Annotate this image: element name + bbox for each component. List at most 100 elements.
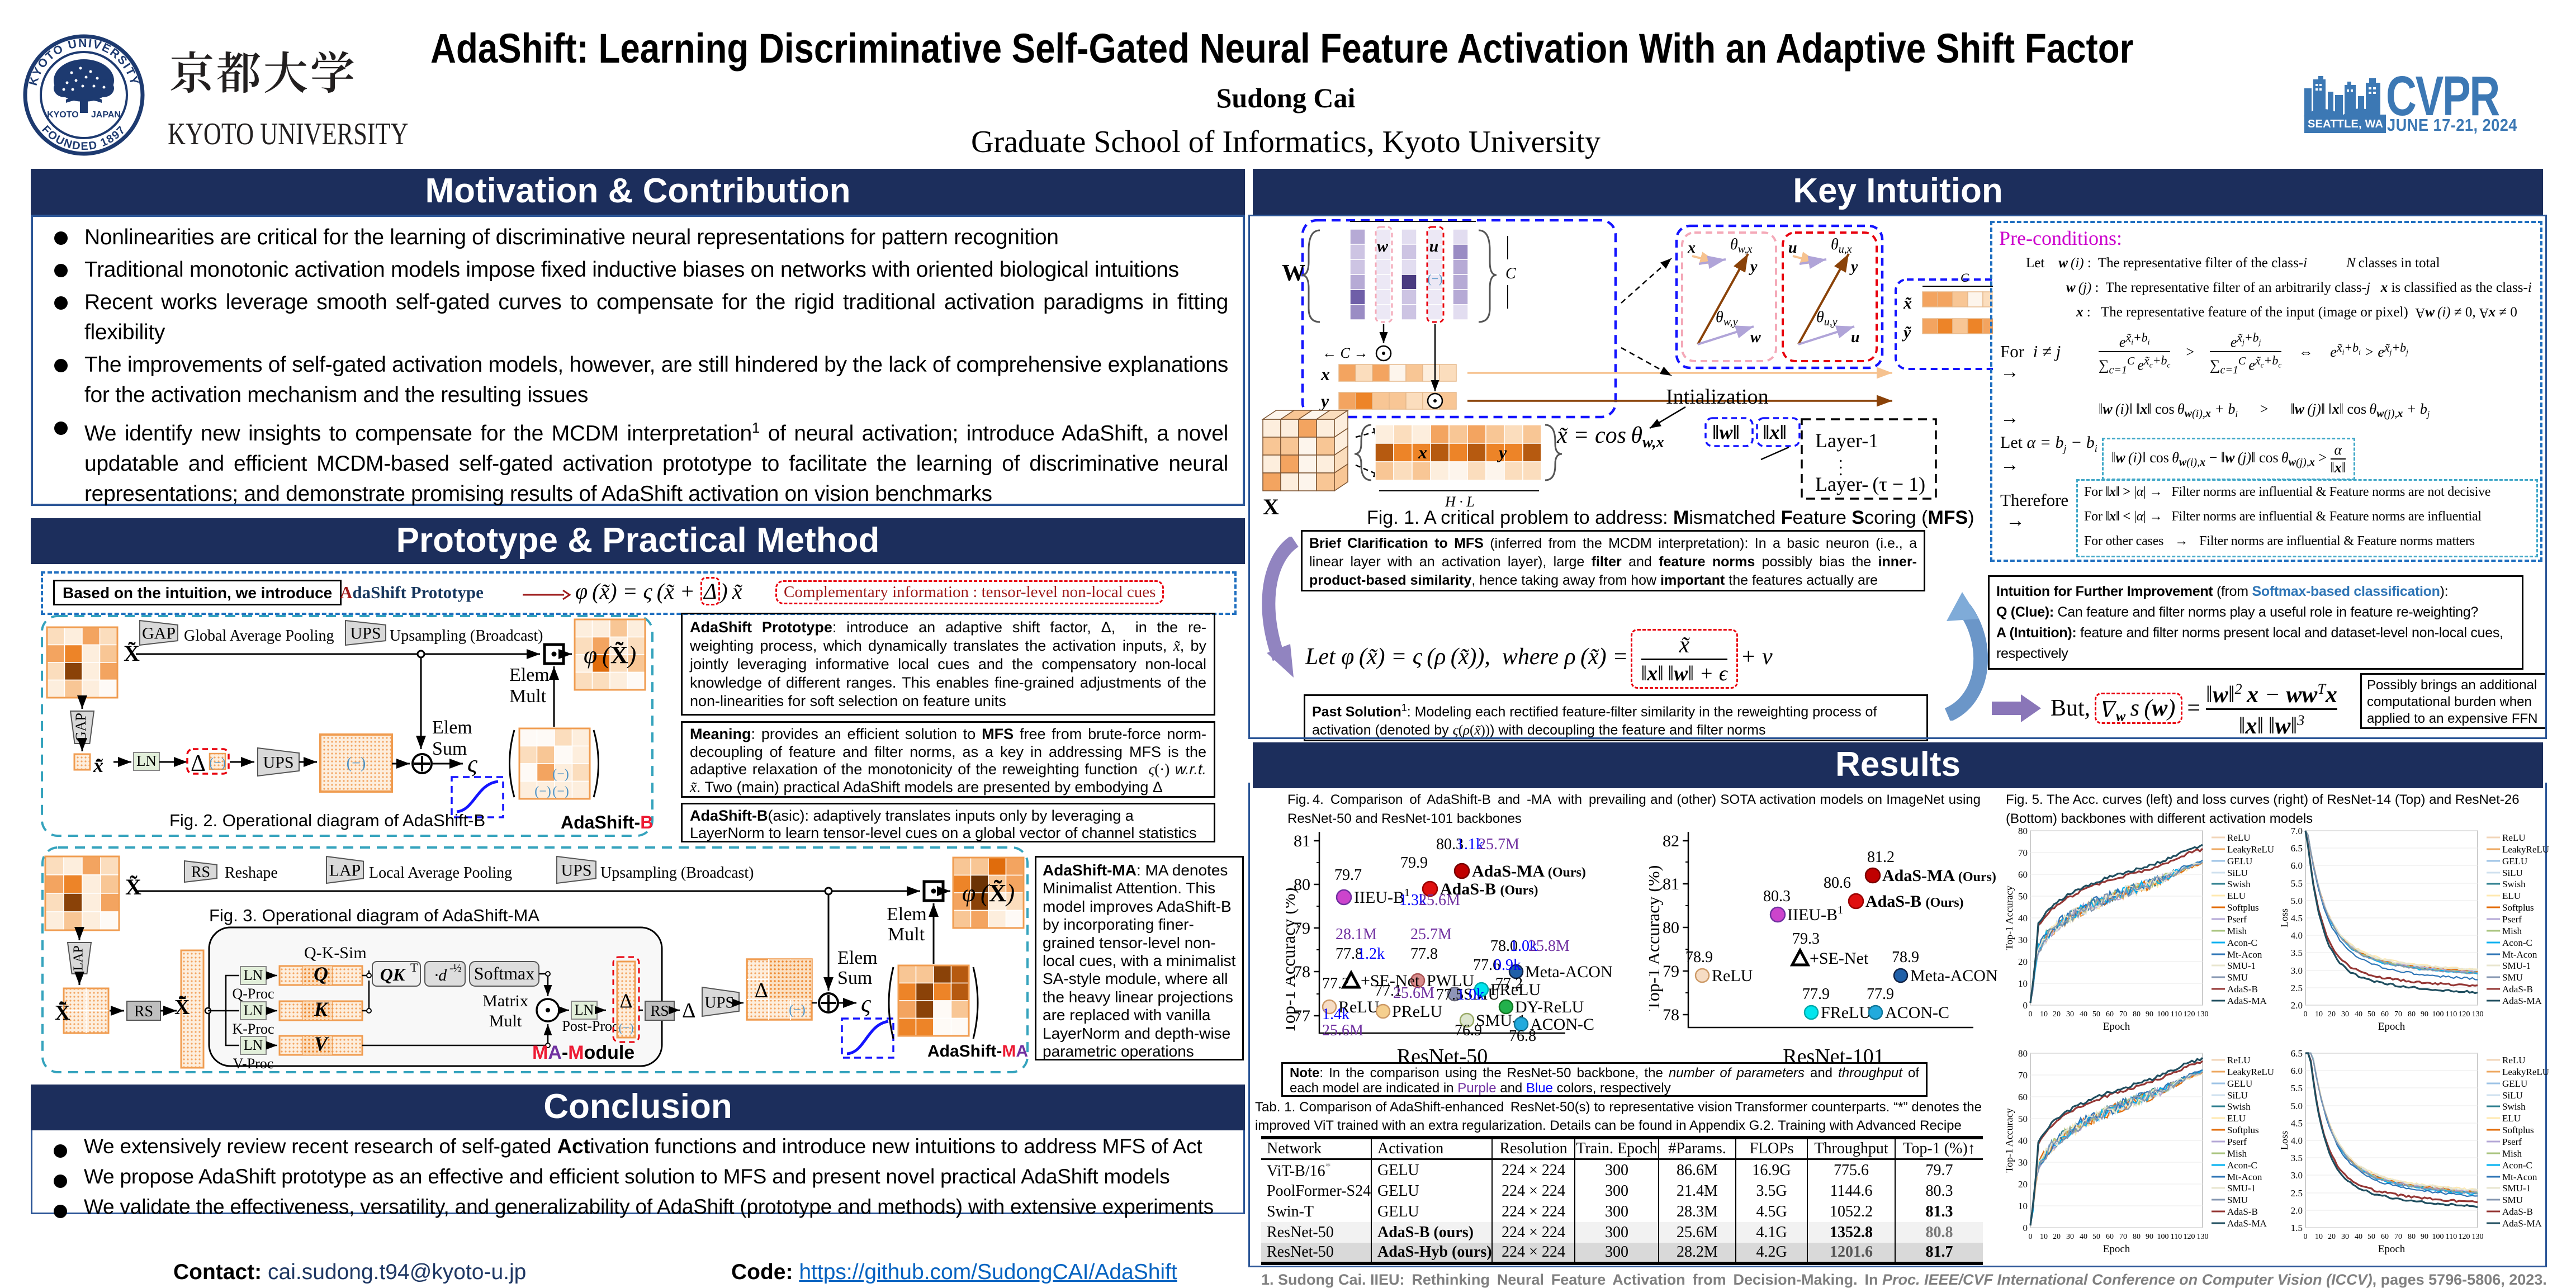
svg-text:130: 130	[2197, 1233, 2209, 1241]
svg-text:IIEU-B1: IIEU-B1	[1354, 887, 1410, 907]
svg-text:Mult: Mult	[489, 1012, 522, 1030]
svg-text:w: w	[1750, 329, 1761, 346]
svg-text:81.2: 81.2	[1867, 849, 1895, 866]
svg-text:LeakyReLU: LeakyReLU	[2227, 844, 2274, 855]
svg-text:77.2: 77.2	[1495, 975, 1523, 992]
svg-text:110: 110	[2446, 1233, 2457, 1241]
svg-text:ReLU: ReLU	[1712, 967, 1753, 985]
svg-text:LN: LN	[244, 1037, 263, 1053]
svg-text:x: x	[1687, 239, 1696, 257]
svg-text:y: y	[1849, 258, 1858, 276]
svg-text:V: V	[314, 1033, 329, 1055]
svg-text:120: 120	[2184, 1233, 2195, 1241]
svg-text:PWLU: PWLU	[1427, 972, 1474, 990]
svg-text:25.8M: 25.8M	[1528, 937, 1570, 955]
svg-text:30: 30	[2341, 1233, 2349, 1241]
svg-text:Elem: Elem	[887, 904, 927, 925]
svg-text:Meta-ACON: Meta-ACON	[1525, 963, 1613, 981]
svg-text:UPS: UPS	[704, 994, 734, 1012]
svg-text:ResNet-101: ResNet-101	[1783, 1045, 1884, 1068]
svg-text:4.0: 4.0	[2291, 1135, 2303, 1146]
svg-text:50: 50	[2018, 891, 2028, 902]
svg-text:AdaShift-MA: AdaShift-MA	[927, 1042, 1028, 1060]
svg-text:Elem: Elem	[837, 948, 878, 968]
svg-text:GAP: GAP	[142, 624, 176, 643]
svg-text:SMU-1: SMU-1	[2502, 1183, 2531, 1194]
svg-text:70: 70	[2394, 1010, 2402, 1019]
svg-text:W: W	[1282, 261, 1305, 286]
svg-text:CVPR: CVPR	[2386, 72, 2499, 127]
svg-text:FReLU: FReLU	[1821, 1003, 1871, 1022]
svg-text:25.6M: 25.6M	[1419, 892, 1460, 909]
svg-text:Mish: Mish	[2227, 926, 2247, 936]
svg-text:H · L: H · L	[1445, 494, 1475, 510]
svg-text:130: 130	[2472, 1010, 2484, 1019]
svg-text:4.0: 4.0	[2291, 930, 2303, 941]
svg-text:77.8: 77.8	[1410, 945, 1438, 963]
svg-text:UPS: UPS	[561, 861, 591, 880]
svg-text:81: 81	[1294, 832, 1310, 850]
svg-text:79.3: 79.3	[1792, 930, 1820, 948]
svg-text:77.9: 77.9	[1802, 986, 1830, 1003]
svg-text:100: 100	[2157, 1233, 2169, 1241]
svg-text:GELU: GELU	[2227, 856, 2252, 866]
svg-text:ReLU: ReLU	[2227, 832, 2251, 843]
svg-text:25.7M: 25.7M	[1478, 836, 1519, 853]
svg-text:Acon-C: Acon-C	[2227, 1160, 2257, 1171]
svg-text:Δ: Δ	[755, 979, 768, 1002]
svg-text:Pserf: Pserf	[2227, 914, 2247, 925]
svg-text:GAP: GAP	[73, 713, 89, 742]
svg-text:V-Proc: V-Proc	[233, 1055, 274, 1072]
svg-text:RS: RS	[191, 864, 210, 881]
svg-text:MA-Module: MA-Module	[532, 1042, 634, 1063]
svg-text:JUNE 17-21, 2024: JUNE 17-21, 2024	[2387, 116, 2517, 135]
svg-text:78: 78	[1294, 963, 1310, 981]
svg-text:20: 20	[2018, 1179, 2028, 1190]
svg-text:1.3k: 1.3k	[1399, 892, 1427, 909]
svg-text:+SE-Net: +SE-Net	[1361, 972, 1420, 990]
svg-text:0: 0	[2023, 1000, 2028, 1011]
svg-text:LAP: LAP	[329, 861, 361, 880]
svg-text:110: 110	[2171, 1233, 2182, 1241]
svg-text:28.1M: 28.1M	[1336, 926, 1377, 943]
svg-text:Swish: Swish	[2502, 1101, 2526, 1112]
svg-text:7.0: 7.0	[2291, 826, 2303, 836]
svg-text:0.9k: 0.9k	[1494, 956, 1521, 974]
svg-text:40: 40	[2018, 1135, 2028, 1146]
svg-text:Softplus: Softplus	[2227, 902, 2259, 913]
svg-text:(−): (−)	[347, 755, 366, 772]
svg-text:10: 10	[2315, 1233, 2323, 1241]
svg-text:Mult: Mult	[888, 924, 925, 945]
svg-text:40: 40	[2355, 1010, 2362, 1019]
svg-text:10: 10	[2040, 1010, 2048, 1019]
svg-text:20: 20	[2018, 956, 2028, 967]
svg-text:AdaS-MA (Ours): AdaS-MA (Ours)	[1882, 866, 1996, 885]
svg-text:UPS: UPS	[263, 754, 293, 772]
svg-text:5.0: 5.0	[2291, 896, 2303, 906]
svg-text:(−): (−)	[789, 1003, 806, 1017]
svg-text:100: 100	[2432, 1233, 2444, 1241]
svg-text:SMU-1: SMU-1	[2227, 1183, 2256, 1194]
svg-text:90: 90	[2421, 1010, 2428, 1019]
svg-text:60: 60	[2381, 1010, 2389, 1019]
svg-text:Epoch: Epoch	[2378, 1243, 2405, 1255]
svg-text:Elem: Elem	[509, 665, 550, 685]
svg-text:Swish: Swish	[2502, 879, 2526, 889]
svg-text:Pserf: Pserf	[2227, 1137, 2247, 1147]
svg-text:SMU-1: SMU-1	[2227, 960, 2256, 971]
svg-text:120: 120	[2459, 1010, 2470, 1019]
svg-text:SMU: SMU	[2227, 972, 2248, 983]
svg-text:60: 60	[2106, 1233, 2114, 1241]
svg-text:SMU: SMU	[2502, 1195, 2523, 1205]
svg-text:3.5: 3.5	[2291, 1153, 2303, 1163]
svg-text:x̃: x̃	[1903, 294, 1912, 312]
svg-text:70: 70	[2119, 1233, 2127, 1241]
svg-text:4.5: 4.5	[2291, 913, 2303, 924]
svg-text:130: 130	[2197, 1010, 2209, 1019]
svg-text:10: 10	[2040, 1233, 2048, 1241]
svg-text:φ (X̃): φ (X̃)	[962, 879, 1015, 907]
svg-text:90: 90	[2146, 1010, 2153, 1019]
svg-text:Loss: Loss	[2279, 908, 2290, 927]
svg-text:50: 50	[2367, 1233, 2375, 1241]
svg-text:‖x‖: ‖x‖	[1763, 421, 1787, 443]
